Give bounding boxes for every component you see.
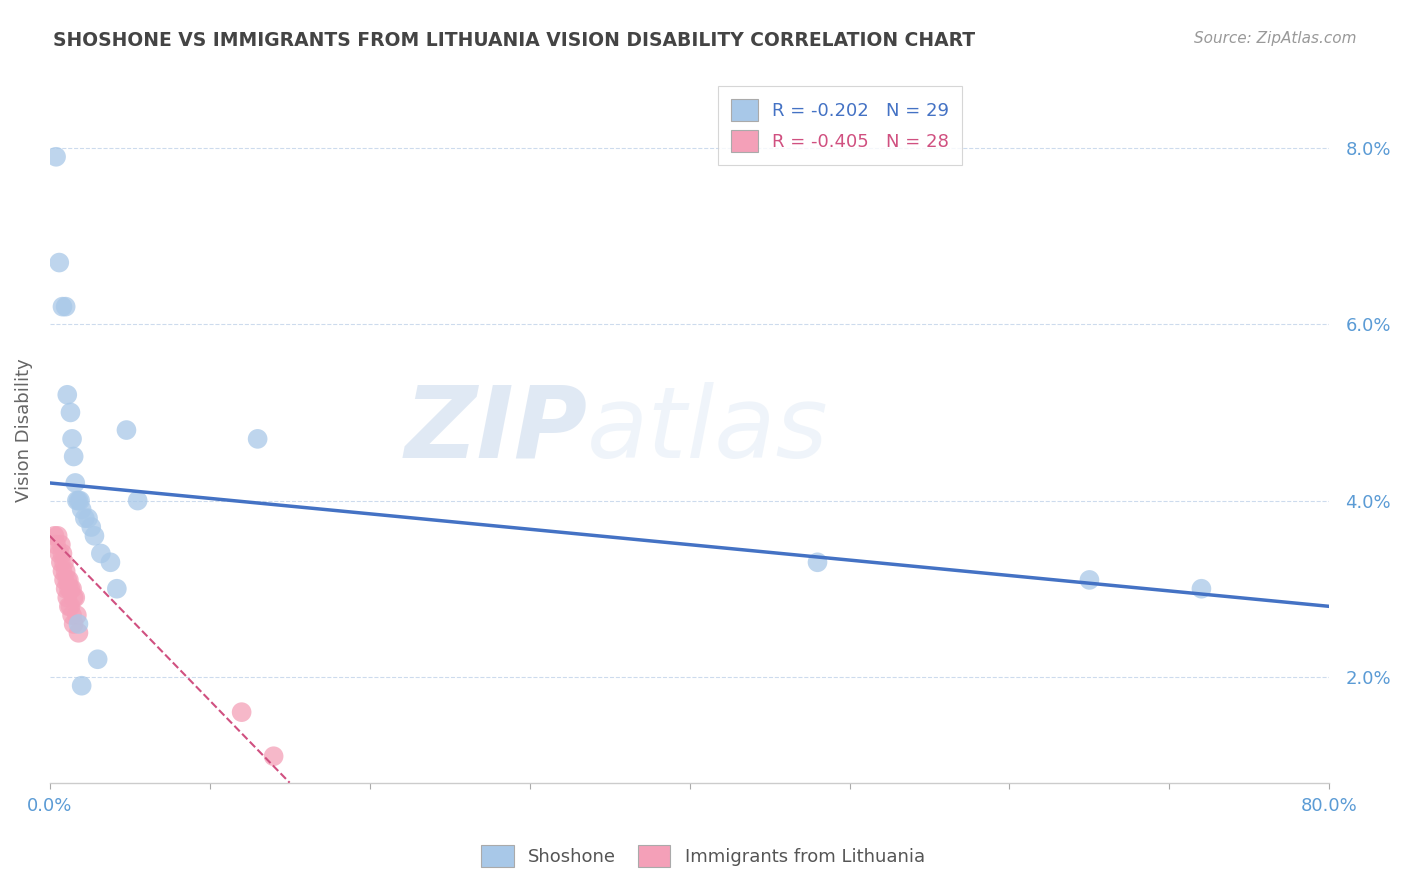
Point (48, 255, 70, 269)
Point (60, 432, 83, 446)
Point (66, 608, 89, 623)
Point (58, 582, 80, 596)
Point (105, 582, 128, 596)
Point (73, 511, 96, 525)
Point (59, 599, 82, 614)
Point (65, 591, 87, 605)
Point (49, 538, 72, 552)
Text: ZIP: ZIP (404, 382, 588, 478)
Point (51, 546, 73, 560)
Point (90, 546, 112, 560)
Point (46, 529, 69, 543)
Text: atlas: atlas (588, 382, 828, 478)
Point (127, 493, 149, 508)
Point (806, 555, 828, 569)
Point (77, 511, 100, 525)
Point (59, 405, 82, 419)
Point (66, 493, 89, 508)
Point (55, 582, 77, 596)
Legend: R = -0.202   N = 29, R = -0.405   N = 28: R = -0.202 N = 29, R = -0.405 N = 28 (718, 87, 962, 165)
Point (51, 564, 73, 578)
Point (56, 591, 79, 605)
Point (55, 564, 77, 578)
Point (70, 502, 93, 516)
Point (56, 573, 79, 587)
Point (58, 599, 80, 614)
Point (45, 538, 67, 552)
Y-axis label: Vision Disability: Vision Disability (15, 359, 32, 502)
Point (69, 493, 91, 508)
Point (62, 617, 84, 632)
Point (53, 573, 76, 587)
Point (67, 625, 90, 640)
Point (48, 546, 70, 560)
Point (60, 582, 83, 596)
Point (86, 652, 108, 666)
Legend: Shoshone, Immigrants from Lithuania: Shoshone, Immigrants from Lithuania (474, 838, 932, 874)
Point (231, 705, 253, 719)
Point (100, 555, 122, 569)
Point (62, 591, 84, 605)
Point (44, 529, 66, 543)
Point (51, 300, 73, 314)
Text: SHOSHONE VS IMMIGRANTS FROM LITHUANIA VISION DISABILITY CORRELATION CHART: SHOSHONE VS IMMIGRANTS FROM LITHUANIA VI… (53, 31, 976, 50)
Point (62, 450, 84, 464)
Point (115, 423, 138, 437)
Point (59, 582, 82, 596)
Point (45, 150, 67, 164)
Point (80, 520, 103, 534)
Point (83, 529, 105, 543)
Point (67, 493, 90, 508)
Point (1078, 573, 1101, 587)
Point (1191, 582, 1213, 596)
Point (49, 555, 72, 569)
Point (53, 555, 76, 569)
Point (55, 300, 77, 314)
Point (263, 749, 285, 764)
Point (70, 679, 93, 693)
Point (67, 617, 90, 632)
Point (60, 608, 83, 623)
Point (246, 432, 269, 446)
Text: Source: ZipAtlas.com: Source: ZipAtlas.com (1194, 31, 1357, 46)
Point (58, 573, 80, 587)
Point (65, 475, 87, 490)
Point (56, 388, 79, 402)
